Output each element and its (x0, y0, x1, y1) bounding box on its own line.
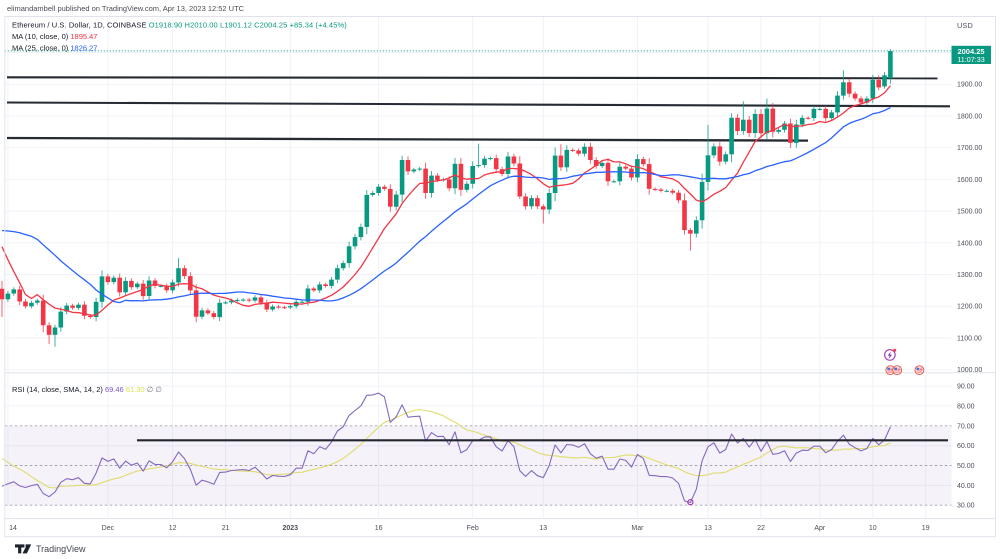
svg-text:70.00: 70.00 (957, 423, 975, 430)
svg-text:90.00: 90.00 (957, 384, 975, 391)
svg-text:elimandambell published on Tra: elimandambell published on TradingView.c… (7, 4, 245, 13)
svg-text:1600.00: 1600.00 (957, 177, 982, 184)
svg-text:14: 14 (9, 525, 17, 532)
svg-text:40.00: 40.00 (957, 483, 975, 490)
svg-text:2023: 2023 (283, 525, 299, 532)
svg-text:Mar: Mar (631, 525, 644, 532)
svg-text:19: 19 (922, 525, 930, 532)
svg-text:TradingView: TradingView (36, 544, 86, 554)
svg-text:1500.00: 1500.00 (957, 209, 982, 216)
svg-text:12: 12 (169, 525, 177, 532)
svg-text:13: 13 (704, 525, 712, 532)
svg-text:Feb: Feb (467, 525, 479, 532)
svg-text:60.00: 60.00 (957, 443, 975, 450)
svg-text:16: 16 (375, 525, 383, 532)
svg-text:50.00: 50.00 (957, 463, 975, 470)
svg-text:1900.00: 1900.00 (957, 82, 982, 89)
svg-text:USD: USD (957, 21, 973, 30)
svg-text:1000.00: 1000.00 (957, 367, 982, 374)
svg-text:1800.00: 1800.00 (957, 113, 982, 120)
svg-text:MA (25, close, 0) 1826.27: MA (25, close, 0) 1826.27 (12, 44, 97, 53)
svg-text:1700.00: 1700.00 (957, 145, 982, 152)
svg-text:1400.00: 1400.00 (957, 240, 982, 247)
svg-text:11:07:33: 11:07:33 (957, 55, 984, 64)
svg-text:10: 10 (869, 525, 877, 532)
svg-text:1100.00: 1100.00 (957, 336, 982, 343)
svg-text:Ethereum / U.S. Dollar, 1D, CO: Ethereum / U.S. Dollar, 1D, COINBASE O19… (12, 21, 347, 30)
svg-text:RSI (14, close, SMA, 14, 2) 69: RSI (14, close, SMA, 14, 2) 69.46 61.30 … (12, 385, 162, 394)
svg-text:21: 21 (222, 525, 230, 532)
svg-text:1200.00: 1200.00 (957, 304, 982, 311)
svg-text:13: 13 (539, 525, 547, 532)
svg-text:Apr: Apr (814, 525, 826, 532)
svg-text:2004.25: 2004.25 (957, 47, 984, 56)
svg-text:22: 22 (757, 525, 765, 532)
svg-text:80.00: 80.00 (957, 403, 975, 410)
svg-text:30.00: 30.00 (957, 503, 975, 510)
svg-text:1300.00: 1300.00 (957, 272, 982, 279)
svg-text:MA (10, close, 0) 1895.47: MA (10, close, 0) 1895.47 (12, 32, 97, 41)
svg-text:Dec: Dec (102, 525, 115, 532)
